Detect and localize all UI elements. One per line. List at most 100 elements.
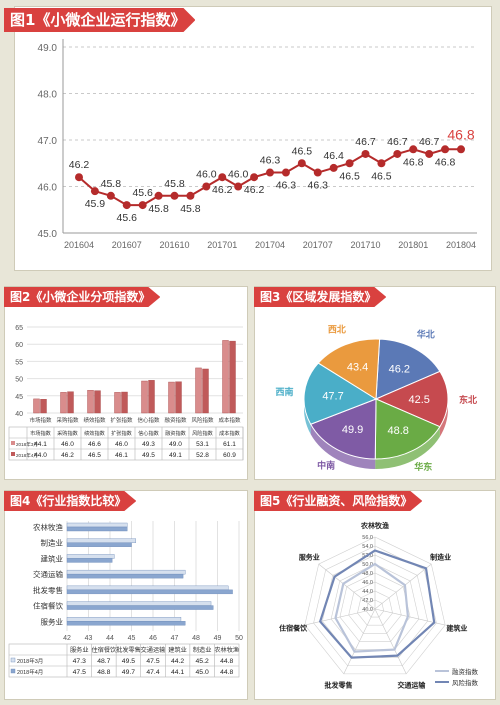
data-point <box>234 182 243 191</box>
y-category-label: 服务业 <box>41 616 64 626</box>
bar <box>114 392 121 414</box>
data-label: 46.7 <box>419 136 440 148</box>
data-point <box>202 182 211 191</box>
panel-fig3: 46.2 华北 42.5 东北 48.8 华东 49.9 中南 47.7 西南 43.4 西北 <box>254 286 496 480</box>
table-header: 农林牧渔 <box>214 646 239 654</box>
x-tick-label: 43 <box>85 635 93 642</box>
x-tick-label: 市场指数 <box>29 416 52 424</box>
y-tick-label: 40 <box>15 411 23 418</box>
table-header: 绩效指数 <box>84 429 106 437</box>
table-header: 市场指数 <box>30 429 52 437</box>
x-tick-label: 48 <box>192 635 200 642</box>
table-header: 服务业 <box>70 646 89 654</box>
data-label: 46.7 <box>387 136 408 148</box>
bar <box>40 399 47 414</box>
table-cell: 49.3 <box>142 441 155 448</box>
bar <box>66 589 233 595</box>
radar-ring <box>357 590 393 626</box>
bar <box>148 380 155 414</box>
slice-value: 47.7 <box>322 390 343 402</box>
data-point <box>154 191 163 200</box>
radar-ring <box>339 572 411 642</box>
x-tick-label: 201607 <box>112 240 142 250</box>
table-cell: 46.6 <box>88 441 101 448</box>
data-label: 45.6 <box>117 212 138 224</box>
y-tick-label: 45 <box>15 394 23 401</box>
table-cell: 49.0 <box>169 441 182 448</box>
radar-spoke <box>343 608 376 674</box>
table-header: 交通运输 <box>141 646 167 654</box>
table-cell: 47.4 <box>146 669 159 676</box>
bar <box>66 554 115 559</box>
bar <box>66 558 113 563</box>
r-tick-label: 40.0 <box>362 607 373 613</box>
x-tick-label: 42 <box>63 635 71 642</box>
x-tick-label: 201704 <box>255 240 285 250</box>
table-cell: 52.8 <box>196 452 209 459</box>
pie-slice <box>374 370 449 428</box>
axis-label: 建筑业 <box>446 624 467 633</box>
y-category-label: 批发零售 <box>33 585 63 595</box>
data-point <box>106 191 115 200</box>
bar <box>202 368 209 414</box>
axis-label: 交通运输 <box>397 681 426 690</box>
data-point <box>281 168 290 177</box>
table-cell: 49.5 <box>122 658 135 665</box>
data-point <box>441 145 450 154</box>
data-table <box>8 643 240 678</box>
table-header: 融资指数 <box>165 429 187 437</box>
slice-value: 46.2 <box>389 364 410 376</box>
data-point <box>250 173 259 182</box>
panel-fig2: 40 45 50 55 60 65 市场指数 采购指数 绩效指数 扩张指数 信心指数 融资指数 风险指数… <box>4 286 248 480</box>
table-cell: 44.1 <box>171 669 184 676</box>
pie-slice <box>303 362 378 425</box>
table-cell: 44.8 <box>220 669 233 676</box>
x-tick-label: 49 <box>214 635 222 642</box>
fig5-title: 图5《行业融资、风险指数》 <box>254 491 422 511</box>
panel-fig4: 42 43 44 45 46 47 48 49 50 农林牧渔 制造业 建筑业 交通运输 批发零售 住宿餐饮… <box>4 490 248 700</box>
last-data-label: 46.8 <box>447 126 474 142</box>
bar <box>87 390 94 414</box>
pie-slice <box>374 398 441 460</box>
table-cell: 44.8 <box>220 658 233 665</box>
legend-label: 2018年4月 <box>17 668 43 676</box>
slice-name: 中南 <box>317 460 335 471</box>
legend-label: 风险指数 <box>452 678 479 687</box>
data-label: 46.5 <box>339 170 360 182</box>
r-tick-label: 46.0 <box>362 580 373 586</box>
y-tick-label: 48.0 <box>38 90 58 101</box>
data-label: 46.3 <box>308 180 329 192</box>
r-tick-label: 56.0 <box>362 535 373 541</box>
slice-value: 49.9 <box>342 424 363 436</box>
table-cell: 47.5 <box>146 658 159 665</box>
x-tick-label: 201610 <box>159 240 189 250</box>
slice-value: 43.4 <box>347 361 368 373</box>
table-cell: 44.1 <box>34 441 47 448</box>
x-tick-label: 201710 <box>350 240 380 250</box>
slice-name: 西北 <box>328 323 346 334</box>
y-category-label: 住宿餐饮 <box>33 601 63 611</box>
table-cell: 48.8 <box>97 669 110 676</box>
y-category-label: 农林牧渔 <box>33 522 63 532</box>
table-cell: 45.2 <box>196 658 209 665</box>
table-cell: 53.1 <box>196 441 209 448</box>
data-point <box>218 173 227 182</box>
bar <box>66 542 132 547</box>
radar-ring <box>304 536 446 675</box>
data-point <box>361 149 370 158</box>
radar-spoke <box>318 563 376 610</box>
data-point <box>409 145 418 154</box>
data-point <box>425 149 434 158</box>
fig2-bar-chart: 40 45 50 55 60 65 市场指数 采购指数 绩效指数 扩张指数 信心指数 融资指数 风险指数… <box>8 325 244 461</box>
fig5-radar-chart: 40.042.044.046.048.050.052.054.056.0农林牧渔… <box>279 521 479 690</box>
y-tick-label: 49.0 <box>38 43 58 54</box>
radar-ring <box>348 581 402 634</box>
table-header: 批发零售 <box>116 646 141 654</box>
fig1-title: 图1《小微企业运行指数》 <box>4 8 195 32</box>
table-header: 成本指数 <box>219 429 241 437</box>
table-cell: 44.0 <box>34 452 47 459</box>
legend-label: 2018年4月 <box>16 452 38 459</box>
data-point <box>186 191 195 200</box>
x-tick-label: 201804 <box>446 240 476 250</box>
table-cell: 46.2 <box>61 452 74 459</box>
